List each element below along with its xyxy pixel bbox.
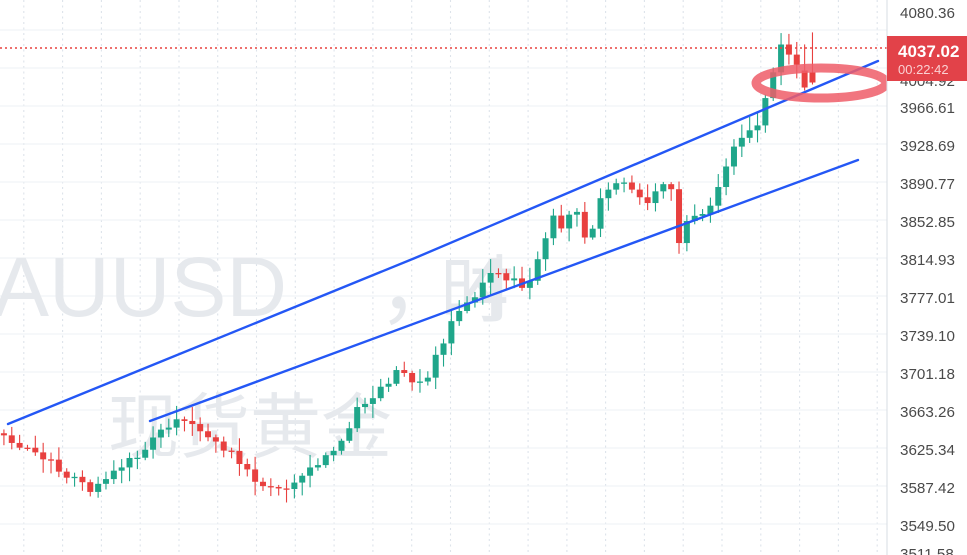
svg-text:3549.50: 3549.50 [900, 518, 955, 535]
svg-text:3625.34: 3625.34 [900, 442, 955, 459]
svg-text:4080.36: 4080.36 [900, 5, 955, 22]
svg-text:3511.58: 3511.58 [900, 546, 954, 555]
svg-text:3739.10: 3739.10 [900, 328, 955, 345]
svg-text:3587.42: 3587.42 [900, 480, 955, 497]
svg-text:3852.85: 3852.85 [900, 214, 955, 231]
svg-text:3966.61: 3966.61 [900, 100, 955, 117]
svg-text:3701.18: 3701.18 [900, 366, 955, 383]
svg-text:3663.26: 3663.26 [900, 404, 955, 421]
svg-text:3777.01: 3777.01 [900, 290, 955, 307]
svg-text:3928.69: 3928.69 [900, 138, 955, 155]
svg-text:4037.02: 4037.02 [898, 42, 959, 61]
svg-text:3814.93: 3814.93 [900, 252, 955, 269]
svg-text:AUUSD: AUUSD [0, 240, 287, 334]
svg-text:3890.77: 3890.77 [900, 176, 955, 193]
svg-text:00:22:42: 00:22:42 [898, 62, 949, 77]
